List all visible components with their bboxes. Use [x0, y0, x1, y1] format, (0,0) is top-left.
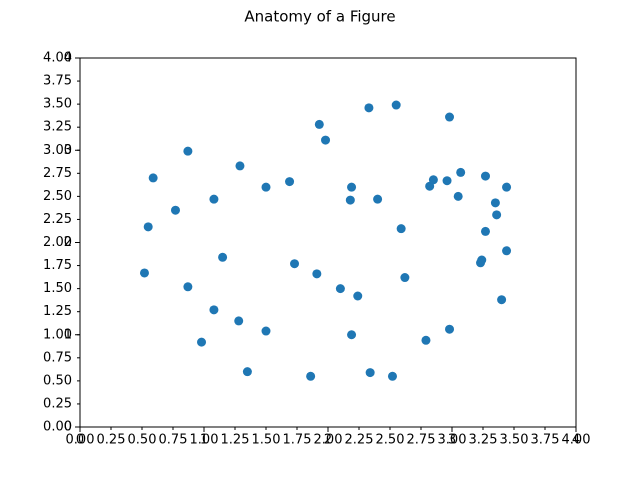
scatter-point — [502, 246, 512, 256]
x-tick-label: 3 — [448, 433, 456, 448]
scatter-point — [480, 226, 490, 236]
scatter-point — [453, 191, 463, 201]
scatter-point — [442, 176, 452, 186]
y-tick-label: 0.25 — [43, 396, 72, 411]
scatter-point — [306, 371, 316, 381]
scatter-point — [373, 194, 383, 204]
y-tick-label: 2 — [64, 235, 72, 250]
y-tick-label: 2.25 — [43, 212, 72, 227]
y-tick-label: 2.00 — [43, 235, 72, 250]
scatter-point — [209, 305, 219, 315]
y-tick-label: 4.00 — [43, 51, 72, 66]
scatter-point — [364, 103, 374, 113]
scatter-point — [335, 284, 345, 294]
scatter-point — [148, 173, 158, 183]
scatter-point — [143, 222, 153, 232]
scatter-point — [218, 252, 228, 262]
scatter-point — [314, 119, 324, 129]
x-tick-label: 1.00 — [190, 433, 219, 448]
y-tick-label: 2.75 — [43, 166, 72, 181]
x-tick-label: 3.25 — [469, 433, 498, 448]
x-tick-label: 2.00 — [314, 433, 343, 448]
scatter-point — [421, 335, 431, 345]
x-tick-label: 0.50 — [128, 433, 157, 448]
x-tick-label: 1.50 — [252, 433, 281, 448]
scatter-point — [285, 177, 295, 187]
scatter-point — [234, 316, 244, 326]
scatter-point — [197, 337, 207, 347]
y-tick-label: 3.25 — [43, 120, 72, 135]
scatter-point — [428, 175, 438, 185]
y-tick-label: 1.50 — [43, 281, 72, 296]
scatter-point — [347, 182, 357, 192]
scatter-point — [347, 330, 357, 340]
x-tick-label: 3.50 — [500, 433, 529, 448]
x-tick-label: 1.25 — [221, 433, 250, 448]
y-tick-label: 3.00 — [43, 143, 72, 158]
scatter-point — [312, 269, 322, 279]
scatter-point — [445, 112, 455, 122]
scatter-point — [477, 255, 487, 265]
y-tick-label: 0 — [64, 420, 72, 435]
x-tick-label: 4.00 — [562, 433, 591, 448]
scatter-point — [183, 282, 193, 292]
scatter-point — [170, 205, 180, 215]
y-tick-label: 1 — [64, 327, 72, 342]
y-tick-label: 1.25 — [43, 304, 72, 319]
scatter-point — [290, 259, 300, 269]
scatter-point — [139, 268, 149, 278]
scatter-point — [261, 182, 271, 192]
y-tick-label: 1.00 — [43, 327, 72, 342]
scatter-point — [242, 367, 252, 377]
y-tick-label: 4 — [64, 51, 72, 66]
x-tick-label: 4 — [572, 433, 580, 448]
y-tick-label: 1.75 — [43, 258, 72, 273]
scatter-point — [321, 135, 331, 145]
x-tick-label: 3.75 — [531, 433, 560, 448]
scatter-point — [209, 194, 219, 204]
x-tick-label: 0.75 — [159, 433, 188, 448]
scatter-point — [396, 224, 406, 234]
x-tick-label: 2.25 — [345, 433, 374, 448]
y-tick-label: 0.00 — [43, 420, 72, 435]
x-tick-label: 2.50 — [376, 433, 405, 448]
x-tick-label: 3.00 — [438, 433, 467, 448]
y-tick-label: 0.50 — [43, 373, 72, 388]
scatter-point — [261, 326, 271, 336]
y-tick-label: 3 — [64, 143, 72, 158]
scatter-point — [353, 291, 363, 301]
scatter-point — [480, 171, 490, 181]
x-tick-label: 1.75 — [283, 433, 312, 448]
y-tick-label: 0.75 — [43, 350, 72, 365]
scatter-point — [502, 182, 512, 192]
scatter-point — [387, 371, 397, 381]
scatter-point — [490, 198, 500, 208]
scatter-point — [365, 368, 375, 378]
scatter-point — [400, 273, 410, 283]
scatter-point — [345, 195, 355, 205]
scatter-point — [235, 161, 245, 171]
x-tick-label: 2.75 — [407, 433, 436, 448]
x-tick-label: 0 — [76, 433, 84, 448]
chart-title: Anatomy of a Figure — [244, 8, 395, 26]
x-tick-label: 1 — [200, 433, 208, 448]
y-tick-label: 3.75 — [43, 74, 72, 89]
scatter-point — [445, 324, 455, 334]
scatter-point — [492, 210, 502, 220]
scatter-point — [391, 100, 401, 110]
x-tick-label: 2 — [324, 433, 332, 448]
x-tick-label: 0.00 — [66, 433, 95, 448]
x-tick-label: 0.25 — [97, 433, 126, 448]
scatter-point — [456, 167, 466, 177]
y-tick-label: 3.50 — [43, 97, 72, 112]
y-tick-label: 2.50 — [43, 189, 72, 204]
scatter-point — [183, 146, 193, 156]
scatter-point — [497, 295, 507, 305]
